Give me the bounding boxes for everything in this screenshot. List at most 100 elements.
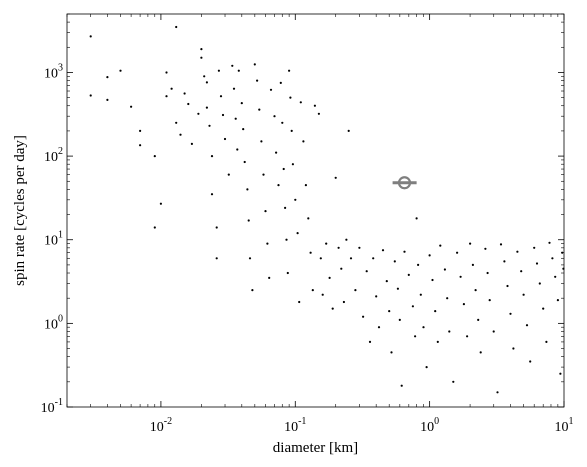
data-point <box>342 300 345 304</box>
data-point <box>337 246 340 249</box>
data-point <box>248 257 252 260</box>
data-point <box>459 275 462 278</box>
data-point <box>551 257 554 260</box>
data-point <box>325 242 328 245</box>
data-point <box>215 257 218 260</box>
data-point <box>139 144 142 147</box>
data-point <box>516 250 519 253</box>
data-point <box>256 79 259 82</box>
data-point <box>479 351 482 354</box>
data-point <box>232 87 236 90</box>
data-point <box>89 35 92 38</box>
data-point <box>381 249 385 252</box>
data-point <box>434 310 437 313</box>
data-point <box>512 347 515 350</box>
data-point <box>208 124 211 127</box>
data-point <box>448 330 451 333</box>
data-point <box>309 251 312 254</box>
data-point <box>203 75 206 78</box>
data-point <box>205 81 208 84</box>
data-point <box>236 148 239 151</box>
data-point <box>223 137 227 141</box>
data-point <box>375 295 378 298</box>
plot-frame <box>66 13 565 408</box>
data-point <box>393 260 396 263</box>
data-point <box>234 117 237 120</box>
data-point <box>165 71 168 74</box>
data-point <box>425 366 428 369</box>
data-point <box>385 280 388 283</box>
data-point <box>179 133 182 136</box>
data-point <box>89 94 92 97</box>
data-point <box>548 241 551 244</box>
data-point <box>396 287 399 290</box>
data-point <box>354 289 357 292</box>
data-point <box>190 142 193 145</box>
data-point <box>452 380 455 383</box>
data-point <box>281 121 284 124</box>
data-point <box>246 188 249 191</box>
data-point <box>509 312 512 315</box>
data-point <box>205 106 208 109</box>
x-axis-label: diameter [km] <box>273 440 358 456</box>
data-point <box>407 273 410 276</box>
data-point <box>538 282 541 285</box>
data-point <box>533 246 536 249</box>
data-point <box>286 271 289 275</box>
data-point <box>358 246 361 249</box>
data-points <box>89 25 565 394</box>
data-point <box>414 335 417 338</box>
data-point <box>522 293 525 296</box>
y-tick-label: 101 <box>44 230 63 249</box>
data-point <box>321 293 324 296</box>
data-point <box>319 257 322 260</box>
data-point <box>266 242 269 245</box>
y-tick-label: 102 <box>44 146 63 165</box>
data-point <box>237 69 240 72</box>
x-tick-label: 10-2 <box>150 416 172 435</box>
data-point <box>556 299 560 302</box>
data-point <box>153 226 156 229</box>
data-point <box>488 299 491 302</box>
data-point <box>302 140 305 143</box>
data-point <box>268 276 271 279</box>
data-point <box>294 198 297 201</box>
data-point <box>422 326 425 329</box>
data-point <box>506 284 509 288</box>
data-point <box>219 95 223 98</box>
data-point <box>217 69 220 72</box>
data-point <box>477 318 480 321</box>
data-point <box>328 276 331 279</box>
data-point <box>304 184 307 187</box>
data-point <box>349 257 353 260</box>
data-point <box>439 244 442 247</box>
data-point <box>284 206 287 209</box>
data-point <box>175 25 178 29</box>
data-point <box>170 87 173 90</box>
data-point <box>258 108 261 111</box>
data-point <box>215 226 218 229</box>
data-point <box>130 105 133 108</box>
data-point <box>542 307 545 310</box>
data-point <box>262 173 265 176</box>
data-point <box>291 163 294 166</box>
data-point <box>419 293 422 296</box>
data-point <box>273 115 276 118</box>
data-point <box>260 140 263 143</box>
x-tick-label: 10-1 <box>284 416 306 435</box>
data-point <box>486 271 489 275</box>
data-point <box>484 247 487 250</box>
data-point <box>221 113 225 117</box>
data-point <box>240 102 243 105</box>
x-axis-ticks: 10-2 10-1 100 101 <box>66 14 574 435</box>
data-point <box>362 315 365 318</box>
data-point <box>496 391 499 394</box>
data-point <box>299 101 302 104</box>
data-point <box>545 340 548 343</box>
data-point <box>368 340 372 343</box>
data-point <box>242 128 245 131</box>
data-point <box>345 238 348 241</box>
data-point <box>529 360 532 363</box>
data-point <box>317 112 320 115</box>
data-point <box>296 232 299 235</box>
